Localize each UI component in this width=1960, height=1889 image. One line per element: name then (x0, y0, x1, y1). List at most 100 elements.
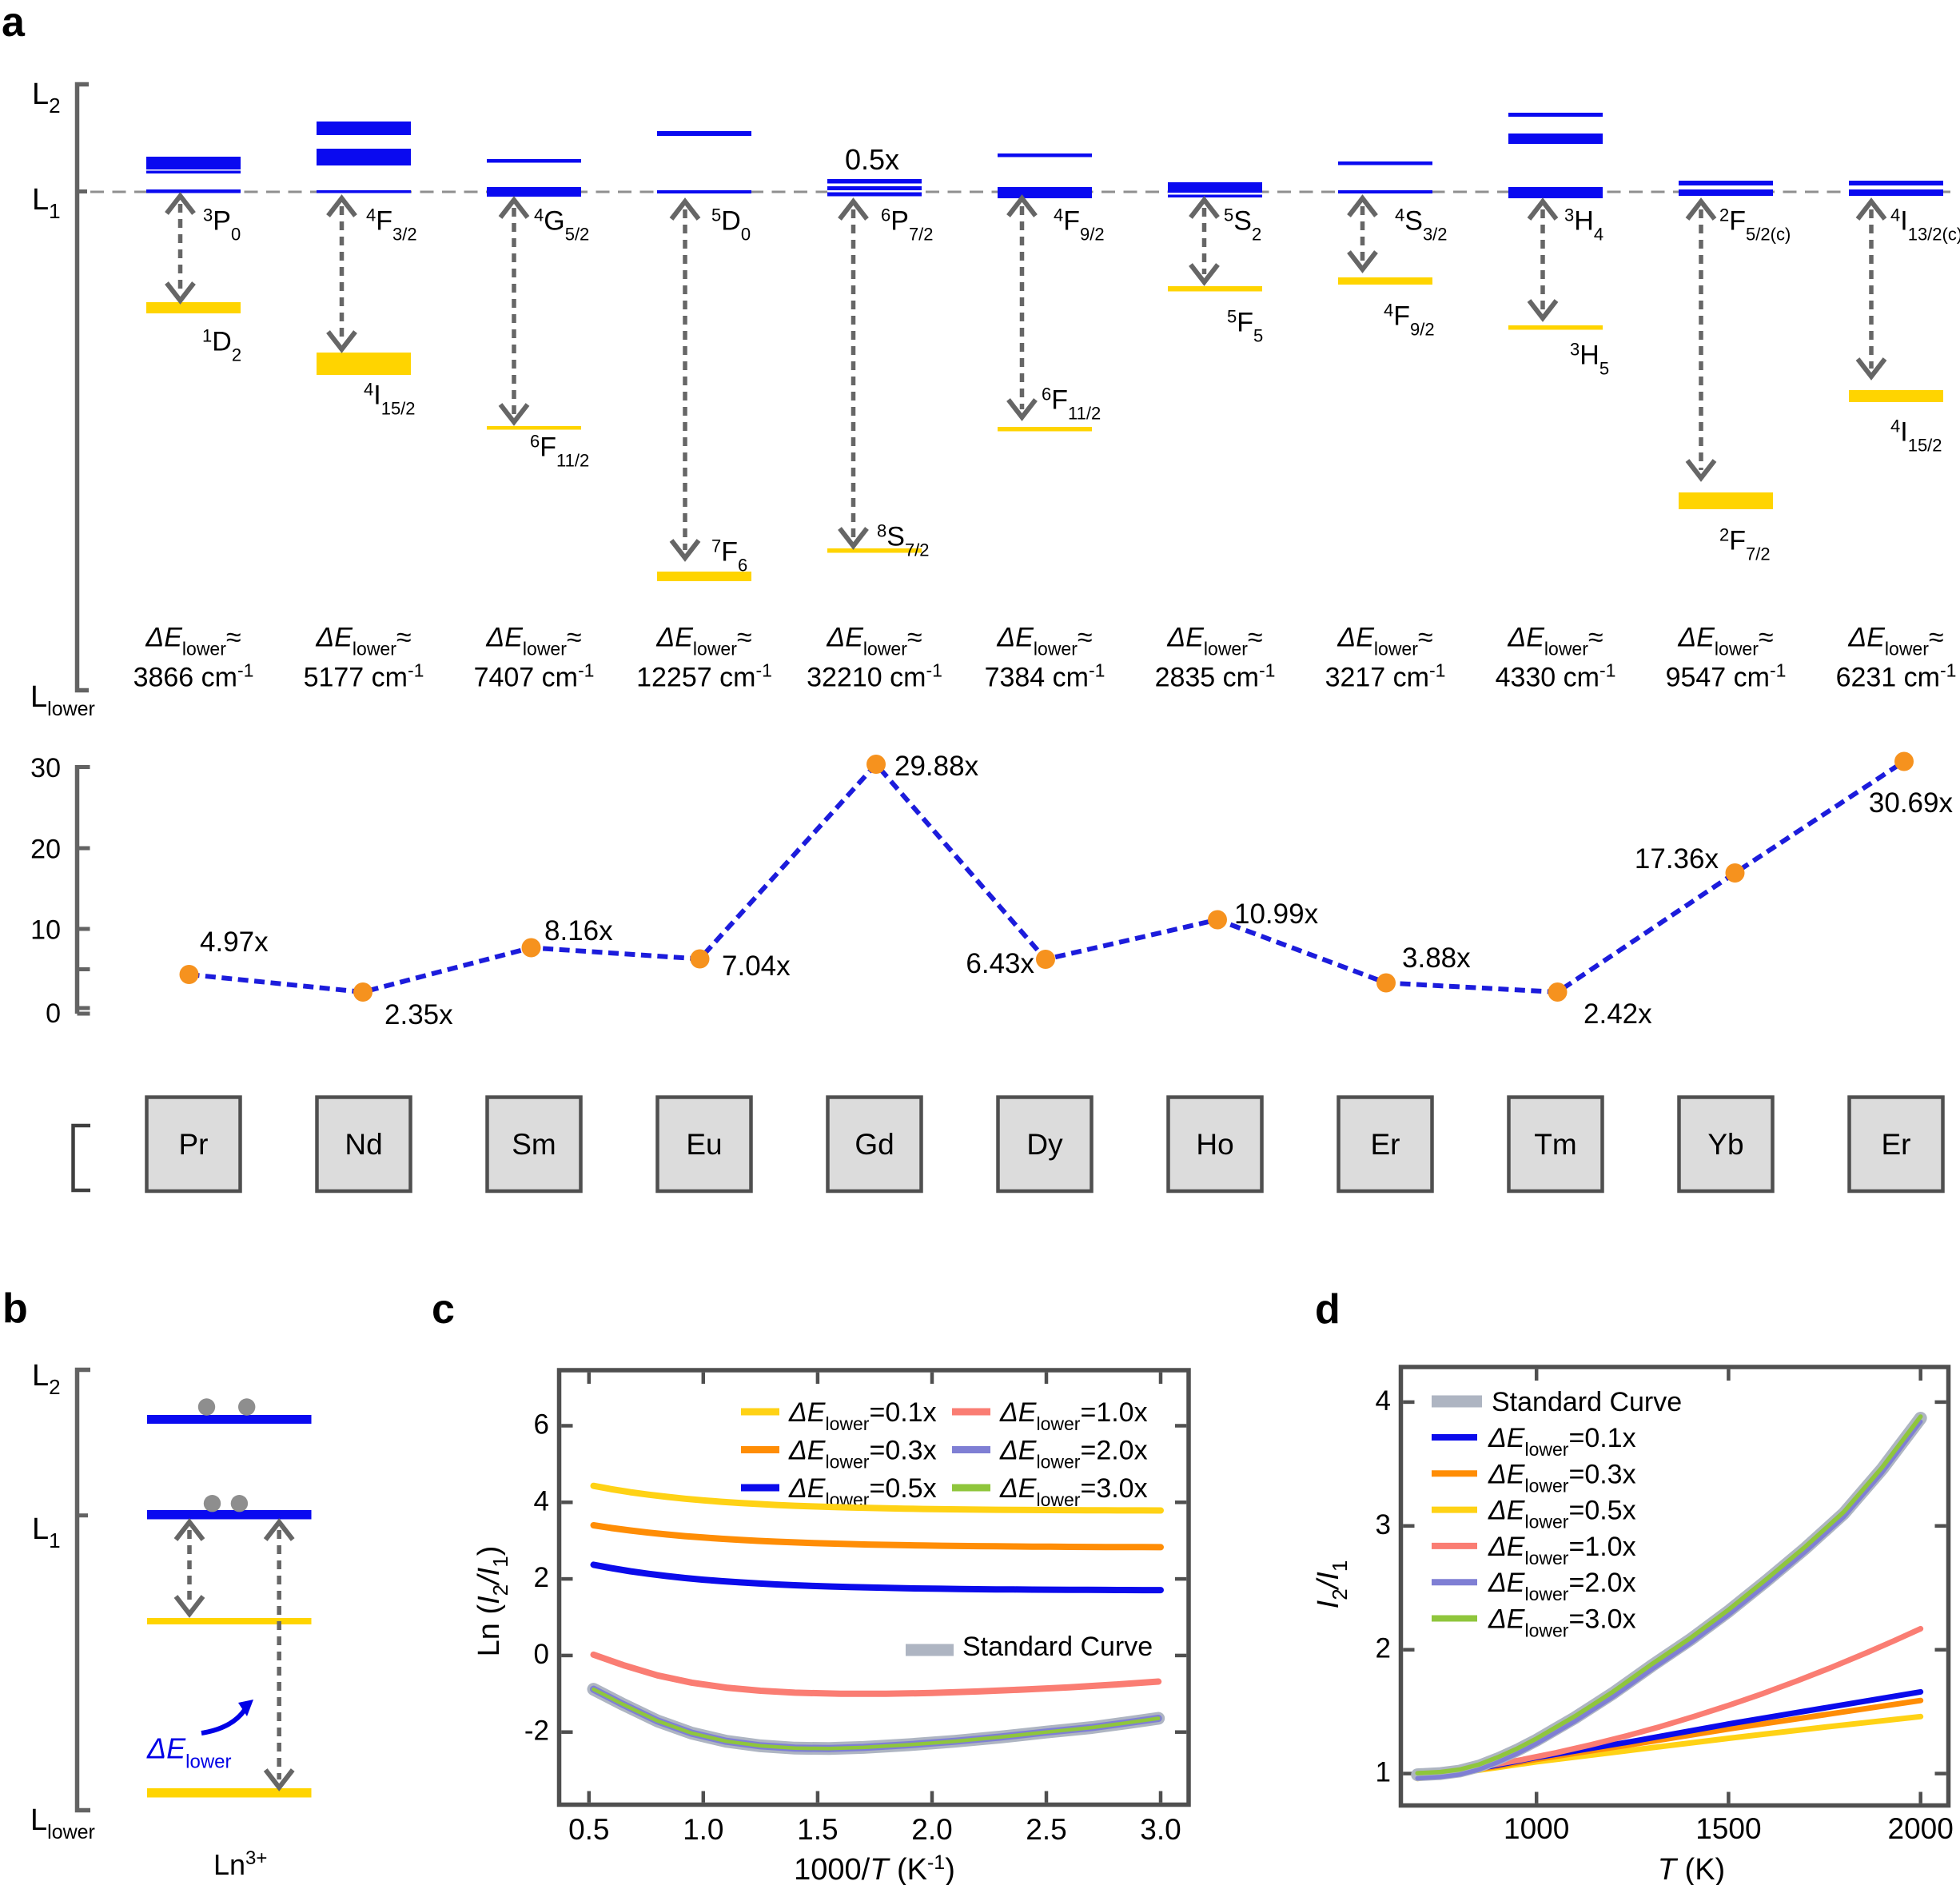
svg-text:10: 10 (30, 915, 61, 946)
svg-text:2.0: 2.0 (911, 1813, 952, 1846)
svg-text:7384 cm-1: 7384 cm-1 (985, 660, 1105, 693)
svg-text:5F5: 5F5 (1227, 307, 1263, 346)
svg-text:Tm: Tm (1534, 1128, 1576, 1161)
svg-text:ΔElower=0.3x: ΔElower=0.3x (1488, 1459, 1636, 1496)
svg-text:Er: Er (1882, 1128, 1911, 1161)
svg-text:ΔElower=1.0x: ΔElower=1.0x (1488, 1532, 1636, 1568)
svg-text:Standard Curve: Standard Curve (1492, 1387, 1682, 1417)
svg-text:6P7/2: 6P7/2 (881, 205, 934, 245)
svg-text:0.5x: 0.5x (845, 143, 899, 176)
svg-text:4I13/2(c): 4I13/2(c) (1890, 205, 1960, 245)
svg-text:6F11/2: 6F11/2 (1042, 385, 1101, 424)
svg-text:4I15/2: 4I15/2 (1890, 416, 1942, 456)
svg-text:2: 2 (534, 1562, 549, 1593)
svg-text:1500: 1500 (1695, 1812, 1761, 1845)
svg-text:Gd: Gd (855, 1128, 894, 1161)
svg-text:5S2: 5S2 (1224, 205, 1261, 245)
svg-text:4F9/2: 4F9/2 (1054, 205, 1105, 245)
svg-text:d: d (1315, 1286, 1341, 1333)
svg-text:ΔElower=0.3x: ΔElower=0.3x (788, 1436, 937, 1473)
svg-text:1.0: 1.0 (683, 1813, 723, 1846)
svg-text:3866 cm-1: 3866 cm-1 (133, 660, 254, 693)
svg-text:10.99x: 10.99x (1234, 899, 1319, 930)
svg-text:Standard Curve: Standard Curve (962, 1632, 1153, 1662)
svg-text:0: 0 (46, 998, 61, 1029)
svg-text:9547 cm-1: 9547 cm-1 (1666, 660, 1787, 693)
svg-text:Dy: Dy (1026, 1128, 1063, 1161)
svg-text:6: 6 (534, 1409, 549, 1441)
svg-text:3H5: 3H5 (1570, 340, 1609, 379)
svg-text:32210 cm-1: 32210 cm-1 (807, 660, 942, 693)
svg-text:2.35x: 2.35x (384, 999, 453, 1030)
svg-text:6.43x: 6.43x (966, 948, 1034, 979)
svg-text:7.04x: 7.04x (722, 950, 791, 982)
svg-text:1000: 1000 (1504, 1812, 1569, 1845)
svg-text:4F3/2: 4F3/2 (366, 205, 417, 245)
svg-text:ΔElower≈: ΔElower≈ (826, 623, 922, 660)
svg-text:4: 4 (534, 1485, 549, 1516)
svg-text:ΔElower=3.0x: ΔElower=3.0x (999, 1473, 1148, 1510)
svg-text:-2: -2 (524, 1716, 549, 1747)
svg-text:Eu: Eu (686, 1128, 722, 1161)
svg-text:ΔElower≈: ΔElower≈ (996, 623, 1092, 660)
svg-text:Ho: Ho (1196, 1128, 1233, 1161)
svg-text:Nd: Nd (345, 1128, 382, 1161)
svg-text:29.88x: 29.88x (894, 751, 979, 782)
svg-text:c: c (432, 1286, 455, 1333)
svg-text:6231 cm-1: 6231 cm-1 (1836, 660, 1957, 693)
svg-text:3: 3 (1376, 1509, 1391, 1540)
svg-text:3.88x: 3.88x (1402, 943, 1471, 974)
svg-text:ΔElower=2.0x: ΔElower=2.0x (1488, 1568, 1636, 1604)
svg-text:Pr: Pr (179, 1128, 209, 1161)
svg-text:Yb: Yb (1707, 1128, 1743, 1161)
svg-text:2.5: 2.5 (1026, 1813, 1066, 1846)
svg-text:8S7/2: 8S7/2 (877, 521, 930, 560)
svg-text:12257 cm-1: 12257 cm-1 (636, 660, 772, 693)
svg-text:ΔElower≈: ΔElower≈ (1847, 623, 1943, 660)
svg-text:I2/I1: I2/I1 (1312, 1560, 1352, 1609)
svg-text:T (K): T (K) (1658, 1853, 1725, 1885)
svg-text:2835 cm-1: 2835 cm-1 (1155, 660, 1276, 693)
svg-text:5D0: 5D0 (711, 205, 751, 245)
svg-text:5177 cm-1: 5177 cm-1 (304, 660, 424, 693)
svg-text:17.36x: 17.36x (1635, 843, 1719, 875)
svg-text:20: 20 (30, 835, 61, 865)
svg-text:1D2: 1D2 (202, 326, 241, 365)
svg-text:4G5/2: 4G5/2 (534, 205, 589, 245)
svg-text:Sm: Sm (512, 1128, 556, 1161)
svg-text:ΔElower≈: ΔElower≈ (1677, 623, 1773, 660)
svg-text:a: a (2, 0, 26, 46)
svg-text:ΔElower≈: ΔElower≈ (1337, 623, 1432, 660)
svg-text:2F7/2: 2F7/2 (1719, 525, 1771, 564)
svg-text:4I15/2: 4I15/2 (364, 380, 416, 419)
svg-text:4S3/2: 4S3/2 (1395, 205, 1448, 245)
svg-text:3H4: 3H4 (1564, 205, 1603, 245)
svg-text:4330 cm-1: 4330 cm-1 (1496, 660, 1616, 693)
svg-text:2: 2 (1376, 1633, 1391, 1664)
svg-text:ΔElower≈: ΔElower≈ (1166, 623, 1262, 660)
svg-text:ΔElower=2.0x: ΔElower=2.0x (999, 1436, 1148, 1473)
svg-text:0: 0 (534, 1639, 549, 1670)
svg-text:0.5: 0.5 (568, 1813, 609, 1846)
svg-text:7407 cm-1: 7407 cm-1 (474, 660, 595, 693)
svg-text:3.0: 3.0 (1140, 1813, 1181, 1846)
svg-text:4.97x: 4.97x (200, 927, 269, 958)
svg-text:2.42x: 2.42x (1584, 998, 1652, 1030)
svg-text:30.69x: 30.69x (1869, 787, 1954, 819)
svg-text:ΔElower≈: ΔElower≈ (145, 623, 241, 660)
svg-text:ΔElower=3.0x: ΔElower=3.0x (1488, 1604, 1636, 1641)
svg-text:6F11/2: 6F11/2 (530, 432, 589, 471)
svg-text:ΔElower≈: ΔElower≈ (315, 623, 411, 660)
svg-text:4: 4 (1376, 1385, 1391, 1417)
svg-text:ΔElower≈: ΔElower≈ (485, 623, 581, 660)
svg-text:1.5: 1.5 (797, 1813, 838, 1846)
svg-text:3217 cm-1: 3217 cm-1 (1325, 660, 1446, 693)
svg-text:ΔElower: ΔElower (146, 1732, 232, 1773)
svg-text:30: 30 (30, 753, 61, 783)
svg-text:Er: Er (1371, 1128, 1400, 1161)
svg-text:8.16x: 8.16x (544, 915, 613, 946)
svg-text:ΔElower=1.0x: ΔElower=1.0x (999, 1397, 1148, 1434)
svg-text:ΔElower=0.1x: ΔElower=0.1x (788, 1397, 937, 1434)
svg-text:7F6: 7F6 (711, 536, 747, 576)
svg-text:ΔElower=0.5x: ΔElower=0.5x (1488, 1496, 1636, 1532)
